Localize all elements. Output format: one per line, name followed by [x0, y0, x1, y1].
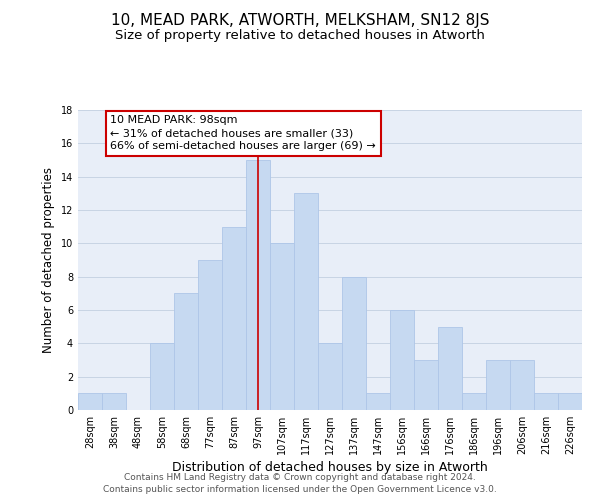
Bar — [222, 226, 246, 410]
Text: Contains HM Land Registry data © Crown copyright and database right 2024.: Contains HM Land Registry data © Crown c… — [124, 472, 476, 482]
Bar — [150, 344, 174, 410]
Bar — [558, 394, 582, 410]
Y-axis label: Number of detached properties: Number of detached properties — [42, 167, 55, 353]
Bar — [390, 310, 414, 410]
Bar — [438, 326, 462, 410]
Bar — [510, 360, 534, 410]
Bar — [294, 194, 318, 410]
Text: 10 MEAD PARK: 98sqm
← 31% of detached houses are smaller (33)
66% of semi-detach: 10 MEAD PARK: 98sqm ← 31% of detached ho… — [110, 115, 376, 152]
Bar — [534, 394, 558, 410]
Bar — [246, 160, 270, 410]
Bar — [174, 294, 198, 410]
Text: Contains public sector information licensed under the Open Government Licence v3: Contains public sector information licen… — [103, 485, 497, 494]
Bar — [198, 260, 222, 410]
X-axis label: Distribution of detached houses by size in Atworth: Distribution of detached houses by size … — [172, 461, 488, 474]
Text: 10, MEAD PARK, ATWORTH, MELKSHAM, SN12 8JS: 10, MEAD PARK, ATWORTH, MELKSHAM, SN12 8… — [111, 12, 489, 28]
Bar — [102, 394, 126, 410]
Bar — [270, 244, 294, 410]
Text: Size of property relative to detached houses in Atworth: Size of property relative to detached ho… — [115, 29, 485, 42]
Bar — [78, 394, 102, 410]
Bar — [318, 344, 342, 410]
Bar — [366, 394, 390, 410]
Bar — [414, 360, 438, 410]
Bar — [342, 276, 366, 410]
Bar — [486, 360, 510, 410]
Bar — [462, 394, 486, 410]
